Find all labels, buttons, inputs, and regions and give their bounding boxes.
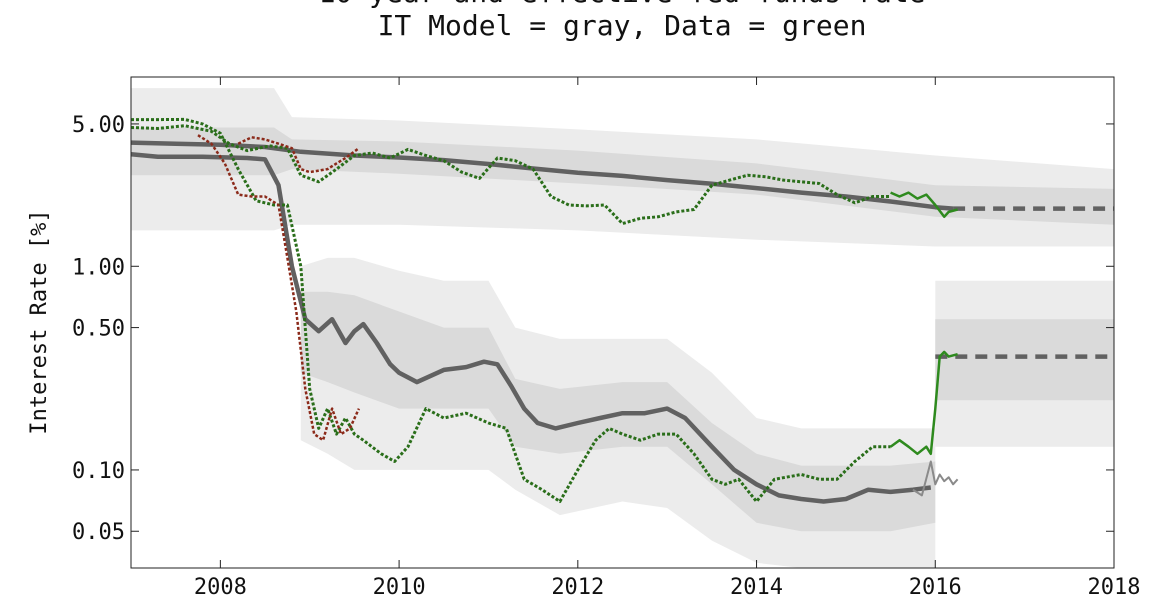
- series-recent-gray: [912, 460, 959, 497]
- confidence-bands: [131, 88, 1114, 568]
- y-tick-label: 5.00: [72, 113, 125, 138]
- axis-ticks: 2008 2010 2012 2014 2016 2018 0.05 0.10 0.50 1.00…: [72, 77, 1140, 600]
- x-tick-label: 2018: [1088, 575, 1141, 600]
- x-tick-label: 2010: [373, 575, 426, 600]
- series-data-10yr-recent: [890, 191, 958, 219]
- y-axis-label: Interest Rate [%]: [27, 209, 52, 434]
- y-tick-label: 1.00: [72, 255, 125, 280]
- chart-title-line-1: 10-year and effective fed funds rate: [319, 0, 926, 9]
- series-data-10yr: [131, 124, 891, 226]
- x-tick-label: 2012: [551, 575, 604, 600]
- plot-frame: [130, 76, 1115, 569]
- band-inner-forecast: [935, 319, 1114, 401]
- x-tick-label: 2016: [909, 575, 962, 600]
- series-lines: [131, 117, 1114, 504]
- y-tick-label: 0.50: [72, 317, 125, 342]
- series-data-red-upper: [237, 136, 360, 174]
- x-tick-label: 2008: [194, 575, 247, 600]
- x-tick-label: 2014: [730, 575, 783, 600]
- band-inner-fedfunds: [300, 291, 936, 532]
- series-data-fedfunds: [131, 117, 891, 503]
- series-data-red: [197, 134, 361, 442]
- y-tick-label: 0.10: [72, 459, 125, 484]
- y-tick-label: 0.05: [72, 520, 125, 545]
- chart-title-line-2: IT Model = gray, Data = green: [378, 9, 867, 42]
- series-model-10yr: [131, 140, 954, 211]
- series-data-fedfunds-recent: [889, 350, 958, 456]
